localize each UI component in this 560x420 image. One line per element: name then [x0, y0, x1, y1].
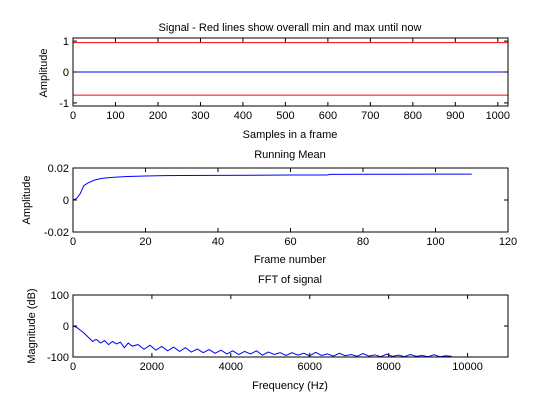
fft-panel: FFT of signal 0 2000 4000 6000 8000 10000 -100…	[26, 274, 509, 392]
fft-ytick-label: -100	[47, 352, 69, 364]
running-mean-xtick-label: 40	[212, 236, 224, 248]
fft-ytick-label: 100	[51, 290, 69, 302]
running-mean-xlabel: Frame number	[254, 254, 326, 266]
running-mean-series-0	[73, 173, 472, 201]
running-mean-xtick-label: 100	[426, 236, 444, 248]
fft-ylabel: Magnitude (dB)	[26, 288, 38, 363]
signal-ylabel: Amplitude	[38, 49, 50, 98]
signal-title: Signal - Red lines show overall min and …	[159, 22, 422, 34]
running-mean-title: Running Mean	[254, 149, 326, 161]
fft-title: FFT of signal	[258, 274, 322, 286]
running-mean-ytick-label: 0.02	[48, 163, 69, 175]
fft-xtick-label: 4000	[219, 361, 243, 373]
fft-xtick-label: 2000	[140, 361, 164, 373]
running-mean-xtick-label: 20	[139, 236, 151, 248]
signal-xlabel: Samples in a frame	[243, 129, 338, 141]
signal-xtick-label: 300	[191, 110, 209, 122]
signal-xtick-label: 500	[276, 110, 294, 122]
running-mean-xtick-label: 60	[284, 236, 296, 248]
fft-xtick-label: 10000	[452, 361, 483, 373]
signal-ytick-label: 0	[63, 67, 69, 79]
fft-series-0	[73, 325, 452, 357]
running-mean-xtick-label: 0	[70, 236, 76, 248]
signal-ytick-label: -1	[59, 98, 69, 110]
signal-xtick-label: 700	[361, 110, 379, 122]
signal-xtick-label: 200	[149, 110, 167, 122]
signal-ytick-label: 1	[63, 36, 69, 48]
running-mean-ytick-label: -0.02	[44, 227, 69, 239]
running-mean-xtick-label: 120	[499, 236, 517, 248]
signal-panel: Signal - Red lines show overall min and …	[38, 22, 510, 141]
signal-xtick-label: 900	[446, 110, 464, 122]
fft-xtick-label: 0	[70, 361, 76, 373]
fft-xlabel: Frequency (Hz)	[252, 380, 328, 392]
running-mean-xtick-label: 80	[357, 236, 369, 248]
signal-plot-area: 0 100 200 300 400 500 600 700 800 900 1000-101	[59, 36, 510, 122]
signal-xtick-label: 0	[70, 110, 76, 122]
signal-xtick-label: 600	[319, 110, 337, 122]
signal-xtick-label: 100	[106, 110, 124, 122]
signal-xtick-label: 800	[404, 110, 422, 122]
running-mean-ytick-label: 0	[63, 195, 69, 207]
fft-xtick-label: 6000	[297, 361, 321, 373]
signal-xtick-label: 1000	[486, 110, 510, 122]
fft-xtick-label: 8000	[376, 361, 400, 373]
fft-ytick-label: 0	[63, 321, 69, 333]
running-mean-ylabel: Amplitude	[21, 176, 33, 225]
signal-xtick-label: 400	[234, 110, 252, 122]
